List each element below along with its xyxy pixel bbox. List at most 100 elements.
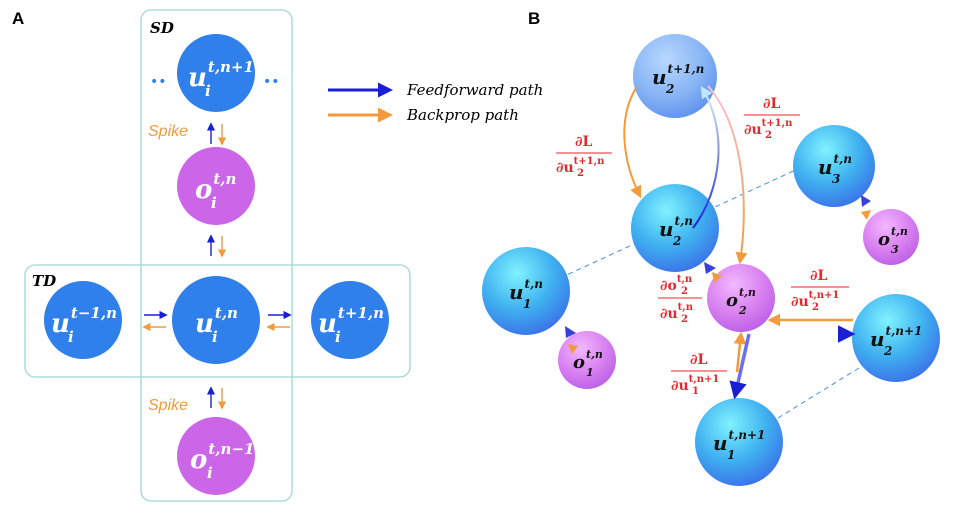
arrows-uleft-ucenter (142, 310, 168, 332)
arrowhead-o1-u1 (568, 344, 578, 354)
svg-text:2: 2 (577, 168, 584, 179)
panel-b-letter: B (528, 9, 540, 28)
dots-right: •• (263, 74, 280, 90)
spike-label-top: Spike (148, 123, 188, 140)
label-u3: ut,n 3 (818, 152, 852, 186)
label-u2-t1: ut+1,n 2 (652, 62, 704, 96)
svg-text:ut+1,n: ut+1,n (318, 304, 384, 339)
svg-text:ut,n+1: ut,n+1 (870, 324, 922, 351)
svg-text:∂ot,n: ∂ot,n (660, 274, 693, 294)
panel-a-letter: A (12, 9, 24, 28)
gradient-label-3: ∂ot,n 2 ∂ut,n 2 (658, 274, 702, 325)
svg-text:2: 2 (681, 314, 688, 325)
svg-text:2: 2 (765, 130, 772, 141)
arrow-feedforward-o2-u1n1 (729, 333, 751, 400)
svg-text:∂ut,n+1: ∂ut,n+1 (791, 290, 839, 310)
svg-text:2: 2 (681, 286, 688, 297)
label-o-bottom: ot,n−1 i (190, 440, 254, 482)
label-u-center: ut,n i (195, 304, 238, 346)
arrow-backprop-u1n1-o2 (733, 331, 747, 373)
label-o-mid: ot,n i (195, 170, 236, 212)
svg-text:i: i (205, 82, 211, 100)
svg-text:ut,n+1: ut,n+1 (713, 428, 765, 455)
svg-text:ut,n: ut,n (509, 277, 543, 304)
gradient-label-5: ∂L ∂ut,n+1 1 (671, 352, 727, 397)
dots-left: •• (150, 74, 167, 90)
spike-label-bottom: Spike (148, 397, 188, 414)
sd-box (140, 9, 293, 502)
label-u1-n1: ut,n+1 1 (713, 428, 765, 462)
node-u2-n1 (852, 294, 940, 382)
svg-text:ot,n: ot,n (726, 286, 756, 311)
label-o3: ot,n 3 (878, 225, 908, 256)
arrowhead-u2-o2 (704, 262, 716, 274)
svg-text:1: 1 (727, 448, 735, 462)
arrows-o-to-utop (206, 122, 227, 146)
label-u-left: ut−1,n i (51, 304, 117, 346)
label-u1: ut,n 1 (509, 277, 543, 311)
gradient-label-1: ∂L ∂ut+1,n 2 (556, 134, 612, 179)
td-label: TD (32, 272, 56, 290)
svg-text:2: 2 (665, 82, 674, 96)
sd-label: SD (150, 19, 174, 37)
svg-text:2: 2 (738, 304, 747, 317)
node-o-bottom (177, 417, 255, 495)
svg-text:ot,n: ot,n (878, 225, 908, 250)
node-o2 (707, 264, 775, 332)
svg-text:∂ut,n+1: ∂ut,n+1 (671, 374, 719, 394)
arrow-feedforward-u2-u2t1 (692, 85, 720, 229)
arrows-ucenter-to-o (206, 234, 227, 258)
node-u-right (311, 281, 389, 359)
label-o1: ot,n 1 (573, 348, 603, 379)
svg-text:1: 1 (523, 297, 531, 311)
svg-text:1: 1 (586, 366, 594, 379)
svg-text:ut,n: ut,n (818, 152, 852, 179)
legend-feedforward-label: Feedforward path (406, 81, 543, 99)
svg-text:∂L: ∂L (690, 352, 707, 368)
svg-text:3: 3 (832, 172, 840, 186)
label-u2: ut,n 2 (659, 214, 693, 248)
svg-text:1: 1 (692, 386, 699, 397)
label-u-top: ut,n+1 i (188, 58, 254, 100)
svg-text:ut,n+1: ut,n+1 (188, 58, 254, 93)
svg-text:ot,n: ot,n (195, 170, 236, 205)
svg-text:ut,n: ut,n (195, 304, 238, 339)
node-u-top (177, 34, 255, 112)
td-box (24, 264, 411, 378)
svg-text:i: i (68, 328, 74, 346)
legend-backprop-label: Backprop path (406, 106, 519, 124)
svg-text:∂L: ∂L (763, 96, 780, 112)
arrowhead-o3-u3 (861, 210, 871, 220)
node-u-left (44, 281, 122, 359)
svg-text:ut−1,n: ut−1,n (51, 304, 117, 339)
svg-text:2: 2 (672, 234, 681, 248)
node-u3 (793, 125, 875, 207)
label-u2-n1: ut,n+1 2 (870, 324, 922, 358)
node-u-center (172, 276, 260, 364)
arrows-ucenter-uright (266, 310, 292, 332)
node-u2 (631, 184, 719, 272)
dashed-u1-u3 (559, 167, 801, 279)
node-o-mid (177, 147, 255, 225)
svg-text:ut+1,n: ut+1,n (652, 62, 704, 89)
svg-text:i: i (211, 194, 217, 212)
arrows-obottom-to-ucenter (206, 386, 227, 410)
node-u1-n1 (695, 398, 783, 486)
svg-text:∂ut+1,n: ∂ut+1,n (556, 156, 605, 176)
svg-text:3: 3 (891, 243, 899, 256)
arrowhead-u3-o3 (861, 195, 871, 207)
gradient-label-2: ∂L ∂ut+1,n 2 (744, 96, 800, 141)
arrow-backprop-u2t1-u2 (623, 87, 642, 199)
gradient-label-4: ∂L ∂ut,n+1 2 (791, 268, 849, 313)
arrowhead-o2-u2 (712, 272, 722, 283)
svg-text:ot,n−1: ot,n−1 (190, 440, 254, 475)
dashed-u1n1-u2n1 (777, 359, 873, 419)
arrowhead-u1-o1 (565, 326, 576, 338)
label-u-right: ut+1,n i (318, 304, 384, 346)
legend: Feedforward path Backprop path (328, 81, 543, 124)
svg-text:∂ut,n: ∂ut,n (660, 302, 694, 322)
svg-text:∂ut+1,n: ∂ut+1,n (744, 118, 793, 138)
svg-text:i: i (335, 328, 341, 346)
arrow-backprop-u2t1-o2 (707, 85, 748, 265)
